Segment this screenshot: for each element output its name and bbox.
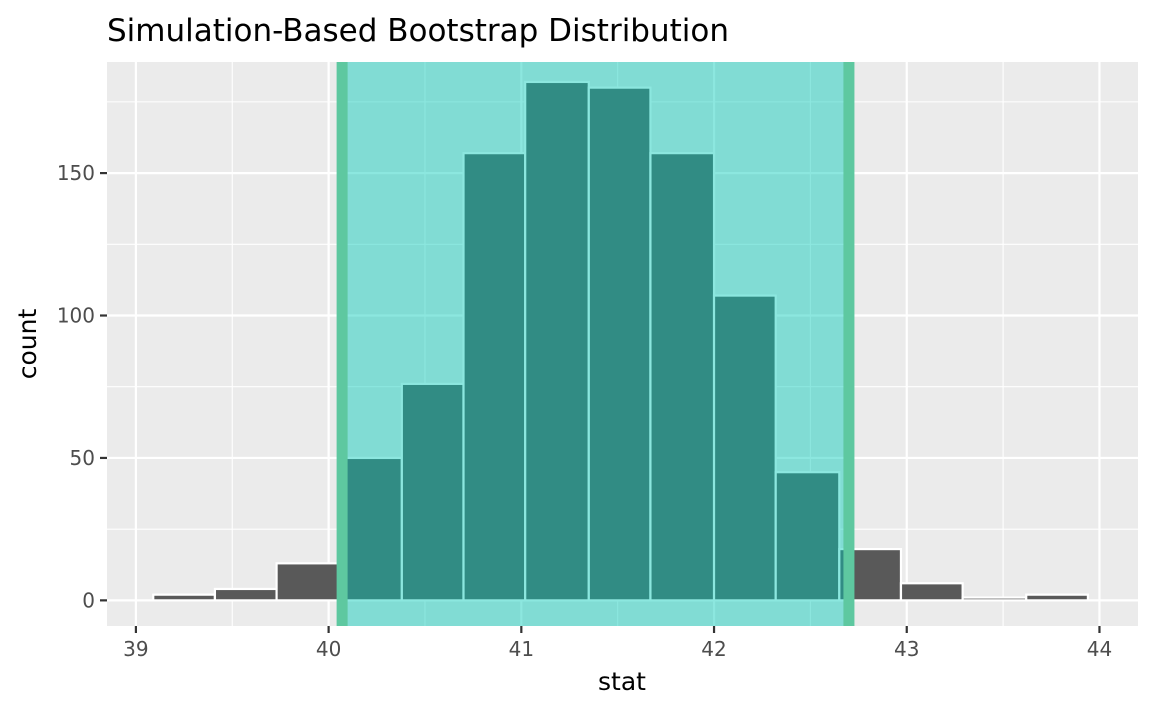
x-axis-title: stat [598,667,646,696]
y-axis-ticks: 0 50 100 150 [57,161,107,612]
histogram-bar [213,587,278,602]
y-tick-label: 150 [57,161,95,185]
histogram-bar [275,562,340,602]
x-tick-label: 43 [894,637,919,661]
histogram-bar [899,582,964,602]
histogram-bar [712,294,777,602]
x-axis-ticks: 39 40 41 42 43 44 [123,626,1112,661]
histogram-bar [524,80,590,602]
x-tick-label: 44 [1087,637,1112,661]
histogram-bar [774,471,841,602]
y-tick-label: 0 [82,588,95,612]
confidence-interval-shade [336,62,855,626]
interval-shade [342,62,849,626]
chart-title: Simulation-Based Bootstrap Distribution [107,13,729,49]
y-tick-label: 50 [70,446,95,470]
histogram-bar [462,152,527,602]
x-tick-label: 41 [509,637,534,661]
histogram-bar [961,596,1028,602]
histogram-bars [152,80,1089,602]
histogram-bar [337,456,403,602]
histogram-bar [400,382,465,602]
x-tick-label: 40 [316,637,341,661]
y-axis-title: count [13,309,42,380]
histogram-bar [649,152,716,602]
histogram-bar [1025,593,1089,602]
x-tick-label: 39 [123,637,148,661]
histogram-bar [152,593,217,602]
x-tick-label: 42 [701,637,726,661]
y-tick-label: 100 [57,304,95,328]
